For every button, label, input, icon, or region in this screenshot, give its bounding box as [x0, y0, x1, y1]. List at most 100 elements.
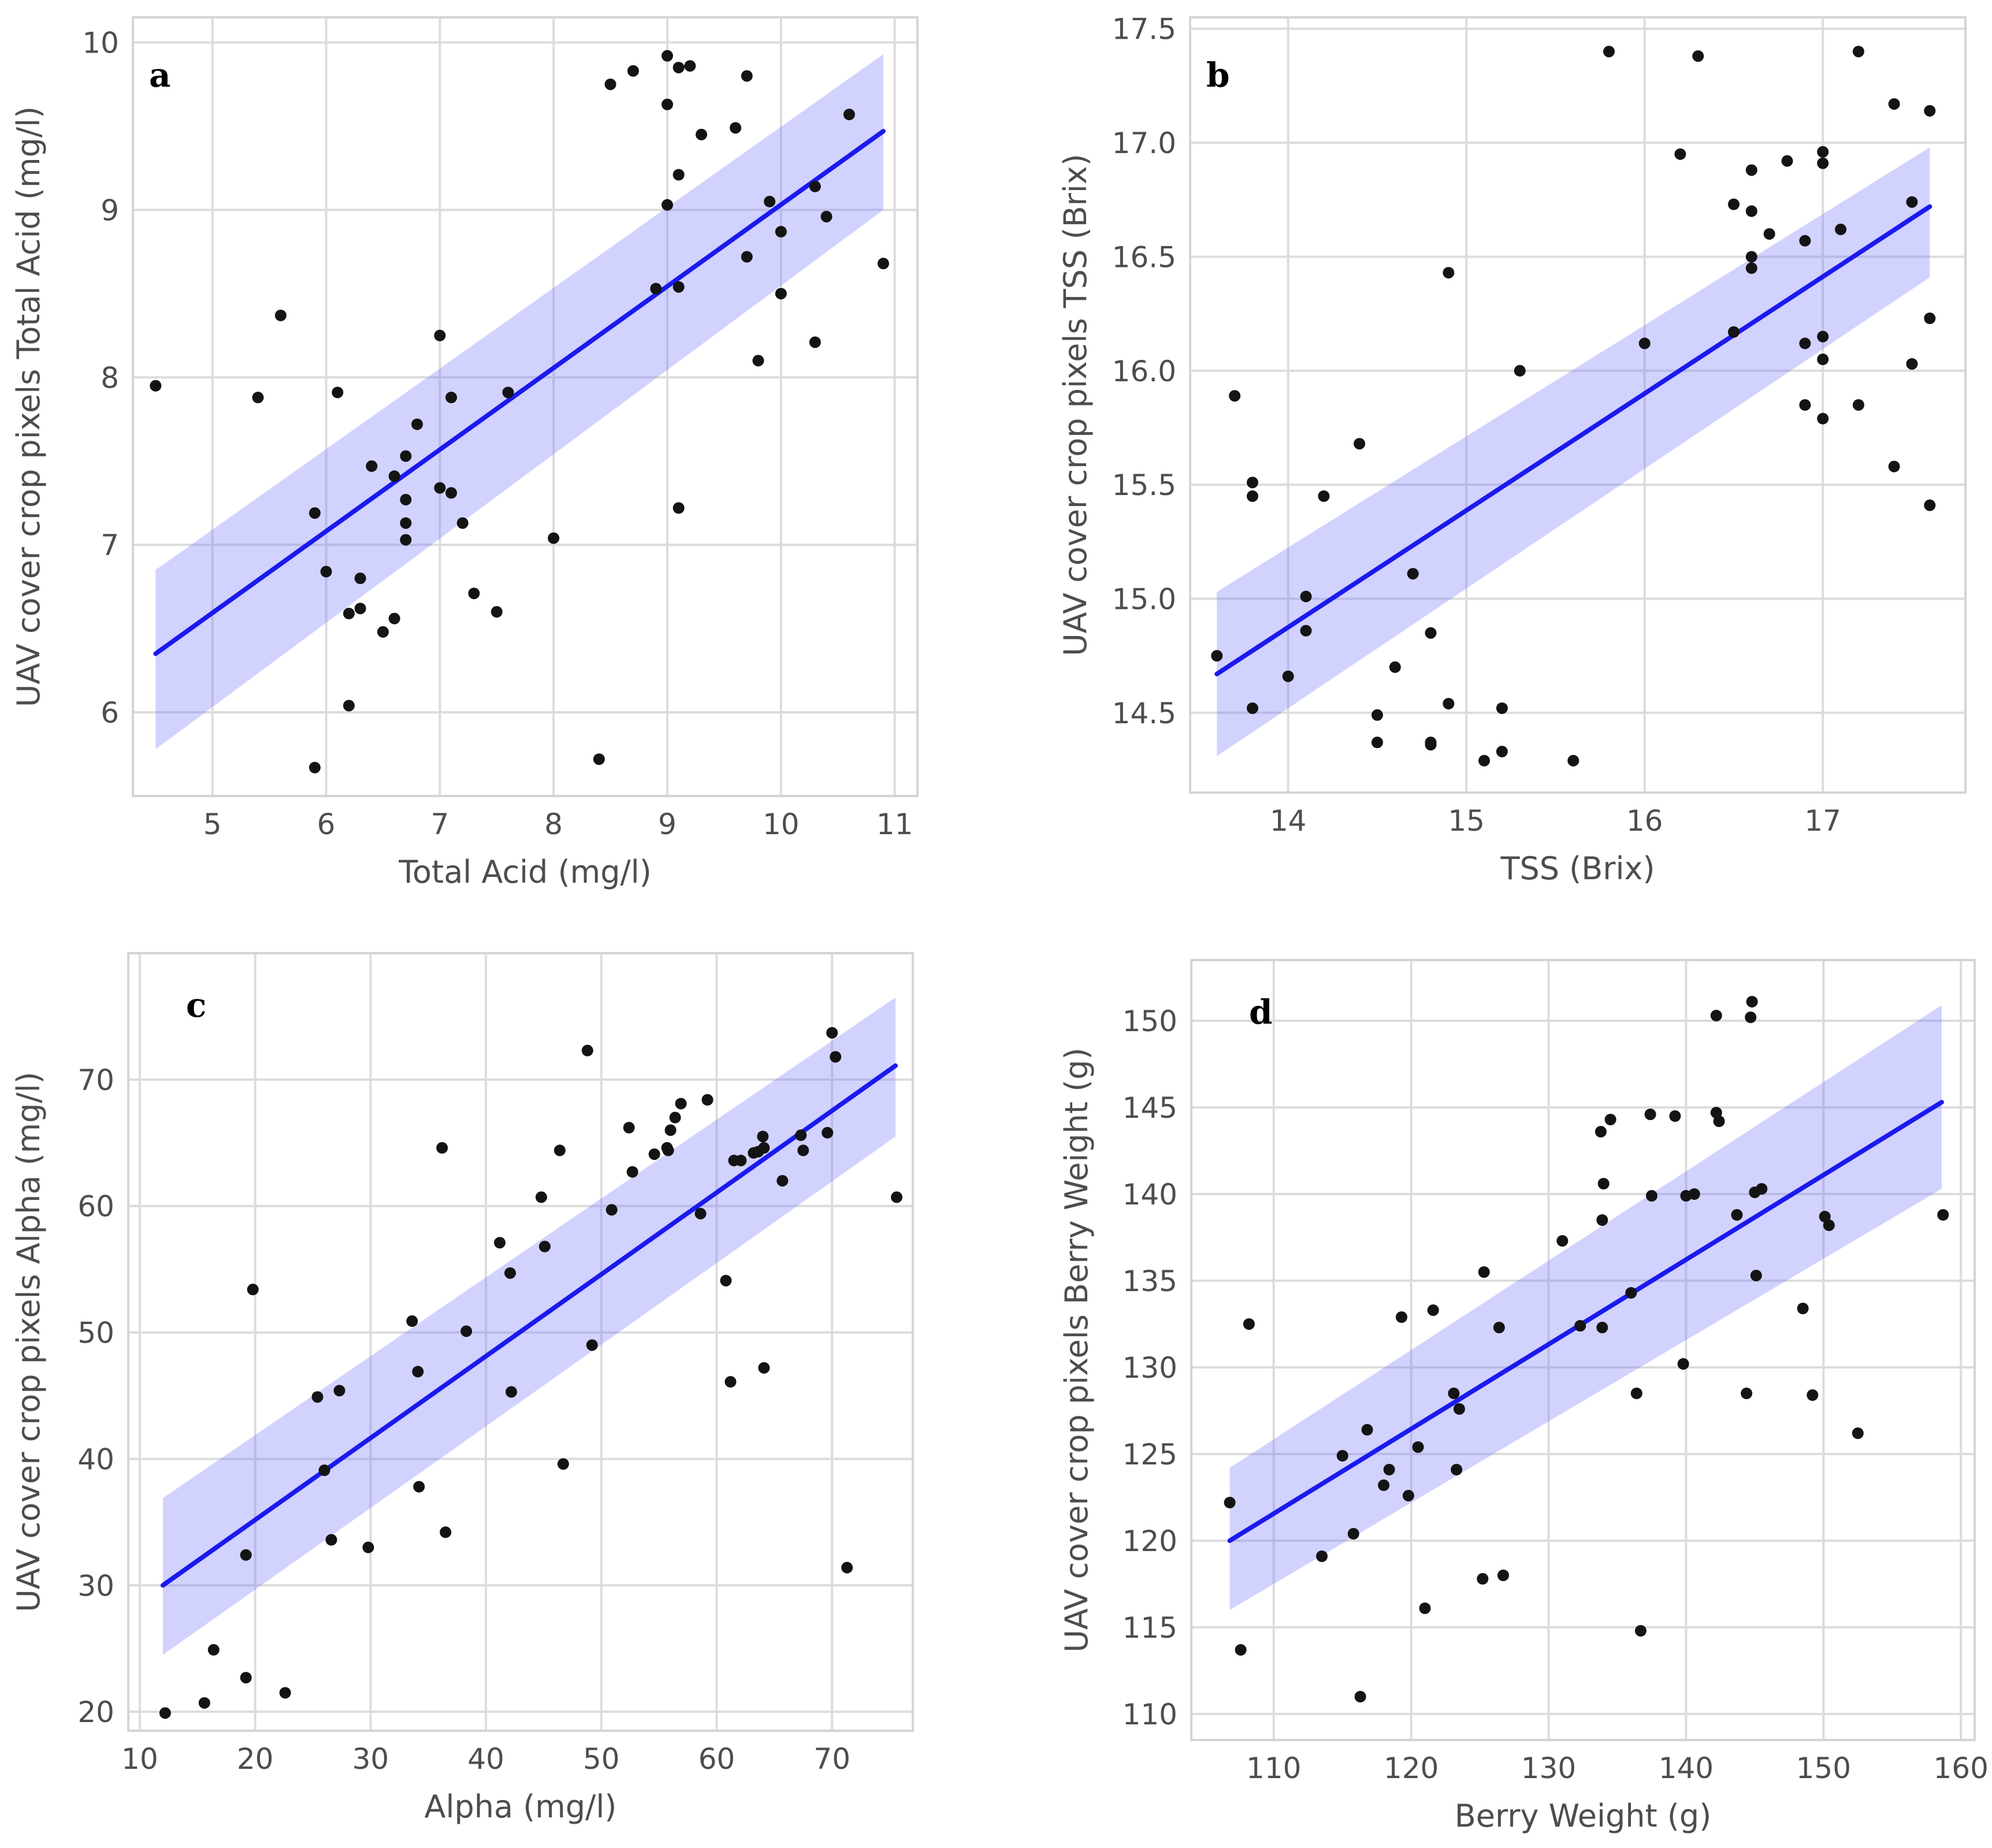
data-point	[1478, 1266, 1490, 1278]
panel-label: a	[149, 55, 171, 95]
x-tick-label: 70	[813, 1742, 850, 1776]
x-axis-label: TSS (Brix)	[1500, 850, 1655, 887]
y-tick-label: 145	[1123, 1091, 1177, 1125]
panel-b: 14 15 16 17 14.5 15.0 15.5 16.0 16.5 17.0 17.5 TSS …	[1057, 13, 1967, 887]
confidence-band	[1229, 1005, 1942, 1610]
data-point	[343, 700, 355, 712]
data-point	[626, 1166, 638, 1178]
data-point	[1246, 490, 1258, 502]
data-point	[1425, 739, 1437, 751]
data-point	[343, 608, 355, 620]
data-point	[593, 753, 605, 765]
data-point	[1906, 358, 1918, 370]
data-point	[669, 1111, 681, 1124]
data-point	[434, 329, 446, 341]
data-point	[1300, 624, 1312, 637]
data-point	[494, 1237, 506, 1249]
data-point	[1493, 1322, 1505, 1333]
data-point	[325, 1534, 337, 1546]
data-point	[557, 1458, 569, 1470]
data-point	[1453, 1403, 1465, 1415]
data-point	[795, 1129, 807, 1141]
data-point	[1514, 365, 1526, 377]
data-point	[468, 588, 480, 600]
panel-label: c	[186, 986, 206, 1025]
data-point	[809, 180, 821, 192]
data-point	[662, 1144, 674, 1157]
data-point	[1229, 390, 1241, 402]
data-point	[724, 1375, 737, 1388]
data-point	[809, 336, 821, 348]
data-point	[586, 1339, 598, 1351]
y-tick-label: 17.0	[1112, 127, 1176, 160]
data-point	[735, 1154, 747, 1166]
data-point	[604, 78, 616, 90]
data-point	[1924, 499, 1936, 511]
data-point	[1347, 1528, 1359, 1540]
data-point	[822, 1126, 834, 1139]
data-point	[672, 281, 685, 293]
data-point	[1713, 1116, 1725, 1127]
data-point	[1781, 155, 1793, 167]
y-tick-label: 110	[1123, 1698, 1177, 1731]
x-tick-label: 140	[1659, 1752, 1714, 1785]
y-tick-label: 8	[101, 361, 119, 395]
data-point	[553, 1144, 566, 1157]
data-point	[332, 386, 344, 399]
data-point	[1496, 745, 1508, 757]
data-point	[1478, 754, 1491, 767]
data-point	[1443, 698, 1455, 710]
data-point	[1634, 1625, 1647, 1637]
data-point	[661, 50, 674, 62]
x-axis-label: Total Acid (mg/l)	[398, 854, 652, 890]
data-point	[1799, 337, 1811, 349]
data-point	[1243, 1318, 1255, 1330]
x-tick-label: 7	[430, 808, 449, 841]
data-point	[1361, 1424, 1373, 1436]
regression-line	[160, 1063, 898, 1588]
plot-frame	[1190, 959, 1976, 1741]
data-point	[581, 1044, 593, 1057]
data-point	[775, 288, 787, 300]
data-point	[388, 470, 400, 482]
data-point	[648, 1148, 660, 1160]
data-point	[506, 1386, 518, 1398]
data-point	[377, 626, 389, 638]
y-tick-label: 60	[77, 1190, 114, 1224]
data-point	[1443, 267, 1455, 279]
y-axis-label: UAV cover crop pixels TSS (Brix)	[1057, 154, 1094, 656]
data-point	[1419, 1602, 1431, 1614]
data-point	[490, 606, 503, 618]
data-point	[1378, 1479, 1390, 1491]
data-point	[1763, 228, 1775, 240]
data-point	[1677, 1358, 1689, 1370]
data-point	[843, 109, 855, 121]
x-axis-label: Alpha (mg/l)	[425, 1788, 617, 1825]
data-point	[411, 418, 423, 430]
data-point	[445, 487, 458, 499]
x-tick-label: 16	[1626, 804, 1663, 838]
data-point	[1595, 1126, 1607, 1137]
data-point	[1807, 1389, 1819, 1401]
y-tick-label: 50	[77, 1317, 114, 1350]
data-point	[1745, 251, 1757, 263]
data-point	[1395, 1311, 1407, 1323]
x-tick-label: 30	[352, 1742, 389, 1776]
confidence-band	[155, 54, 883, 749]
y-tick-label: 17.5	[1112, 13, 1176, 46]
x-tick-label: 110	[1246, 1752, 1301, 1785]
data-point	[764, 195, 776, 207]
data-point	[1389, 661, 1401, 673]
data-point	[1597, 1178, 1610, 1189]
y-tick-label: 10	[82, 26, 119, 60]
data-point	[605, 1204, 618, 1216]
data-point	[1746, 996, 1758, 1007]
data-point	[1448, 1388, 1460, 1399]
x-tick-label: 17	[1804, 804, 1841, 838]
data-point	[309, 761, 321, 774]
data-point	[1300, 590, 1312, 603]
y-tick-label: 15.5	[1112, 468, 1176, 502]
panel-label: d	[1249, 992, 1273, 1032]
data-point	[440, 1526, 452, 1538]
data-point	[274, 310, 287, 322]
